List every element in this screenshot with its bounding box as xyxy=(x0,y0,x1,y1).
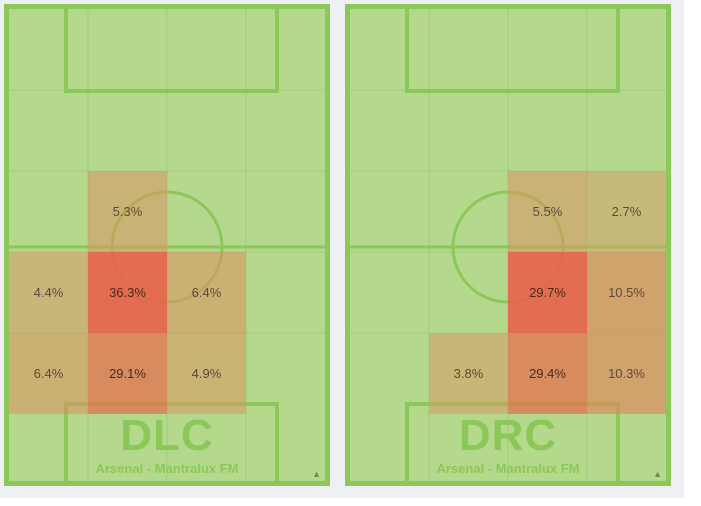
position-label: DLC xyxy=(120,411,214,460)
pitch-dlc: 5.3% 4.4% 36.3% 6.4% 6.4% 29.1% 4.9% DLC Arsen… xyxy=(4,4,330,486)
heat-cell: 6.4% xyxy=(9,333,88,414)
heatmap-stage: 5.3% 4.4% 36.3% 6.4% 6.4% 29.1% 4.9% DLC Arsen… xyxy=(0,0,684,498)
heat-cell: 5.3% xyxy=(88,171,167,252)
heat-cell: 4.9% xyxy=(167,333,246,414)
top-penalty-box xyxy=(64,9,279,93)
resize-triangle-icon[interactable]: ▲ xyxy=(312,469,321,479)
heat-cell: 3.8% xyxy=(429,333,508,414)
heat-cell: 29.1% xyxy=(88,333,167,414)
heat-cell: 10.3% xyxy=(587,333,666,414)
heat-cell: 6.4% xyxy=(167,252,246,333)
heat-cell: 4.4% xyxy=(9,252,88,333)
position-label: DRC xyxy=(458,411,558,460)
heat-cell: 36.3% xyxy=(88,252,167,333)
pitch-drc: 5.5% 2.7% 29.7% 10.5% 3.8% 29.4% 10.3% DRC Ars… xyxy=(345,4,671,486)
heat-cell: 29.7% xyxy=(508,252,587,333)
team-player-label: Arsenal - Mantralux FM xyxy=(95,461,239,476)
heat-cell: 2.7% xyxy=(587,171,666,252)
resize-triangle-icon[interactable]: ▲ xyxy=(653,469,662,479)
heat-cell: 5.5% xyxy=(508,171,587,252)
team-player-label: Arsenal - Mantralux FM xyxy=(436,461,580,476)
heat-cell: 29.4% xyxy=(508,333,587,414)
heat-cell: 10.5% xyxy=(587,252,666,333)
top-penalty-box xyxy=(405,9,620,93)
